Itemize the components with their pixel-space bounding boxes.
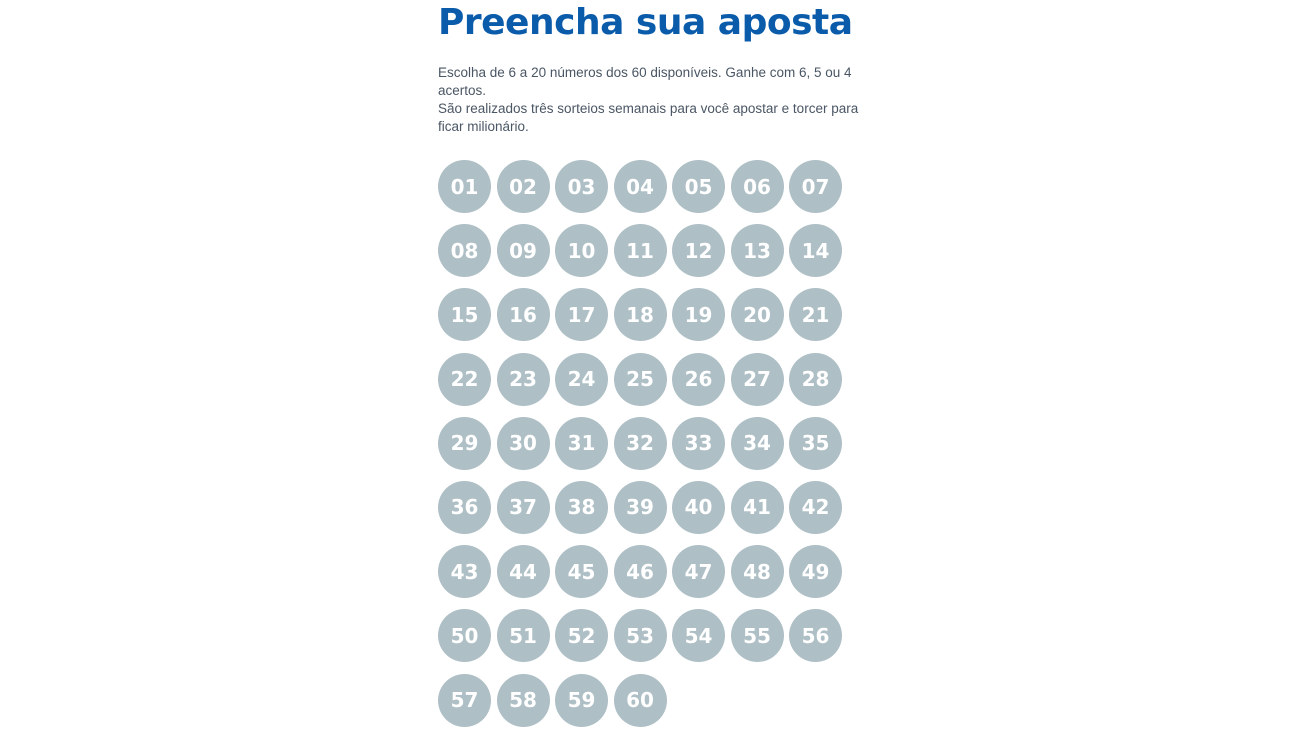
bet-panel: Preencha sua aposta Escolha de 6 a 20 nú… (438, 0, 868, 727)
number-ball-38[interactable]: 38 (555, 480, 608, 534)
number-ball-49[interactable]: 49 (789, 545, 842, 599)
number-ball-46[interactable]: 46 (613, 545, 667, 599)
number-ball-01[interactable]: 01 (438, 160, 491, 213)
number-ball-55[interactable]: 55 (730, 609, 784, 663)
page-title: Preencha sua aposta (438, 2, 853, 43)
instructions-line-1: Escolha de 6 a 20 números dos 60 disponí… (438, 65, 852, 98)
instructions-line-2: São realizados três sorteios semanais pa… (438, 101, 859, 134)
number-ball-06[interactable]: 06 (730, 160, 784, 213)
number-ball-02[interactable]: 02 (496, 160, 550, 213)
number-ball-15[interactable]: 15 (438, 288, 491, 342)
number-ball-39[interactable]: 39 (613, 480, 667, 534)
number-ball-22[interactable]: 22 (438, 352, 491, 406)
number-ball-31[interactable]: 31 (555, 416, 608, 470)
number-ball-12[interactable]: 12 (672, 224, 725, 278)
number-ball-25[interactable]: 25 (613, 352, 667, 406)
number-ball-57[interactable]: 57 (438, 673, 491, 727)
number-ball-33[interactable]: 33 (672, 416, 725, 470)
number-ball-35[interactable]: 35 (789, 416, 842, 470)
number-ball-30[interactable]: 30 (496, 416, 550, 470)
number-ball-03[interactable]: 03 (555, 160, 608, 213)
number-ball-20[interactable]: 20 (730, 288, 784, 342)
number-ball-24[interactable]: 24 (555, 352, 608, 406)
number-ball-07[interactable]: 07 (789, 160, 842, 213)
number-ball-14[interactable]: 14 (789, 224, 842, 278)
number-ball-58[interactable]: 58 (496, 673, 550, 727)
number-ball-26[interactable]: 26 (672, 352, 725, 406)
number-ball-19[interactable]: 19 (672, 288, 725, 342)
number-ball-51[interactable]: 51 (496, 609, 550, 663)
number-ball-53[interactable]: 53 (613, 609, 667, 663)
number-ball-50[interactable]: 50 (438, 609, 491, 663)
number-grid: 01 02 03 04 05 06 07 08 09 10 11 12 13 14 15 16 17 18 19 20… (438, 160, 842, 727)
number-ball-42[interactable]: 42 (789, 480, 842, 534)
number-ball-10[interactable]: 10 (555, 224, 608, 278)
number-ball-40[interactable]: 40 (672, 480, 725, 534)
number-ball-08[interactable]: 08 (438, 224, 491, 278)
number-ball-45[interactable]: 45 (555, 545, 608, 599)
number-ball-11[interactable]: 11 (613, 224, 667, 278)
number-ball-23[interactable]: 23 (496, 352, 550, 406)
number-ball-43[interactable]: 43 (438, 545, 491, 599)
number-ball-56[interactable]: 56 (789, 609, 842, 663)
number-ball-04[interactable]: 04 (613, 160, 667, 213)
number-ball-47[interactable]: 47 (672, 545, 725, 599)
number-ball-28[interactable]: 28 (789, 352, 842, 406)
number-ball-37[interactable]: 37 (496, 480, 550, 534)
number-ball-27[interactable]: 27 (730, 352, 784, 406)
number-ball-59[interactable]: 59 (555, 673, 608, 727)
number-ball-60[interactable]: 60 (613, 673, 667, 727)
number-ball-34[interactable]: 34 (730, 416, 784, 470)
number-ball-54[interactable]: 54 (672, 609, 725, 663)
number-ball-48[interactable]: 48 (730, 545, 784, 599)
number-ball-17[interactable]: 17 (555, 288, 608, 342)
number-ball-36[interactable]: 36 (438, 480, 491, 534)
number-ball-18[interactable]: 18 (613, 288, 667, 342)
instructions: Escolha de 6 a 20 números dos 60 disponí… (438, 64, 868, 136)
number-ball-09[interactable]: 09 (496, 224, 550, 278)
number-ball-13[interactable]: 13 (730, 224, 784, 278)
number-ball-52[interactable]: 52 (555, 609, 608, 663)
number-ball-41[interactable]: 41 (730, 480, 784, 534)
number-ball-21[interactable]: 21 (789, 288, 842, 342)
number-ball-16[interactable]: 16 (496, 288, 550, 342)
number-ball-44[interactable]: 44 (496, 545, 550, 599)
number-ball-29[interactable]: 29 (438, 416, 491, 470)
number-ball-32[interactable]: 32 (613, 416, 667, 470)
number-ball-05[interactable]: 05 (672, 160, 725, 213)
